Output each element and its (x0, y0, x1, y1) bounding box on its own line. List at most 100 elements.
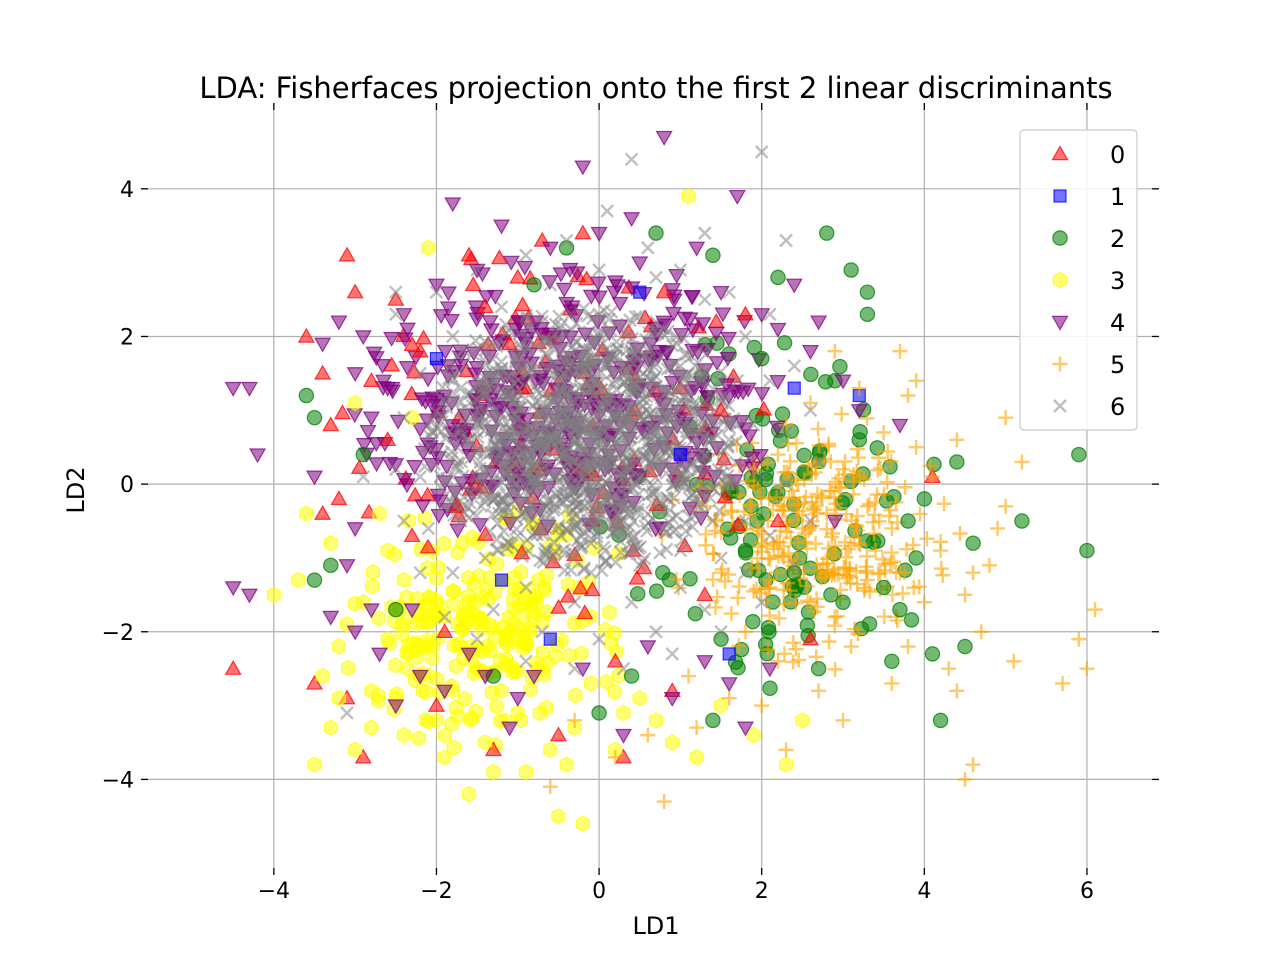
cloud-point-3 (446, 596, 461, 613)
point-series-5 (900, 388, 916, 404)
cloud-point-6 (501, 536, 515, 551)
cloud-point-6 (481, 365, 496, 380)
cloud-point-3 (365, 564, 381, 581)
cloud-point-2 (903, 612, 920, 628)
cloud-point-5 (851, 535, 867, 551)
cloud-point-4 (486, 289, 504, 305)
cloud-point-5 (762, 551, 778, 567)
point-series-4 (785, 278, 803, 294)
point-series-3 (380, 542, 395, 559)
point-series-6 (340, 706, 354, 720)
cloud-point-6 (516, 446, 530, 460)
cloud-point-6 (465, 346, 480, 361)
point-series-0 (460, 246, 478, 262)
chart-title: LDA: Fisherfaces projection onto the fir… (199, 71, 1112, 105)
point-series-0 (362, 372, 380, 387)
point-series-5 (933, 543, 949, 559)
cloud-point-6 (642, 342, 657, 356)
y-tick-label: −4 (102, 768, 134, 793)
cloud-point-6 (523, 320, 538, 335)
cloud-point-5 (859, 410, 875, 426)
cloud-point-6 (553, 380, 568, 395)
cloud-point-6 (531, 507, 545, 521)
cloud-point-6 (519, 312, 534, 326)
cloud-point-4 (590, 290, 608, 306)
point-series-6 (592, 263, 606, 277)
cloud-point-6 (620, 546, 634, 561)
cloud-point-6 (524, 426, 539, 441)
cloud-point-5 (785, 635, 801, 651)
cloud-point-6 (513, 341, 528, 355)
point-series-5 (998, 410, 1014, 426)
cloud-point-6 (646, 460, 661, 475)
cloud-point-5 (935, 567, 951, 583)
cloud-point-6 (455, 429, 469, 444)
point-series-6 (592, 499, 606, 514)
point-series-4 (387, 699, 405, 715)
point-series-5 (713, 565, 729, 581)
cloud-point-5 (840, 541, 856, 557)
point-series-3 (348, 394, 363, 412)
cloud-point-5 (809, 557, 825, 573)
point-series-5 (851, 380, 867, 396)
cloud-point-6 (548, 317, 563, 332)
point-series-6 (494, 492, 509, 506)
cloud-point-6 (598, 393, 612, 408)
cloud-point-4 (611, 296, 629, 312)
point-series-2 (648, 225, 664, 241)
point-series-6 (697, 337, 712, 351)
cloud-point-3 (539, 699, 554, 716)
point-series-6 (592, 440, 606, 455)
cloud-point-6 (503, 450, 517, 465)
point-series-6 (470, 632, 484, 646)
cloud-point-3 (418, 509, 433, 527)
cloud-point-5 (740, 473, 756, 489)
point-series-4 (240, 588, 258, 604)
cloud-point-5 (820, 540, 836, 556)
point-series-6 (762, 307, 777, 322)
cloud-point-5 (919, 531, 935, 547)
point-series-5 (990, 520, 1006, 536)
point-series-5 (859, 498, 875, 514)
legend-marker-1 (1053, 189, 1067, 203)
point-series-1 (673, 447, 687, 462)
point-series-5 (721, 690, 737, 706)
point-series-6 (616, 410, 631, 425)
cloud-point-6 (716, 443, 731, 457)
cloud-point-6 (531, 394, 546, 408)
cloud-point-0 (550, 598, 568, 614)
point-series-1 (787, 381, 801, 395)
cloud-point-6 (477, 442, 492, 457)
cloud-point-6 (707, 481, 721, 496)
point-series-6 (689, 462, 704, 477)
point-series-6 (510, 528, 525, 543)
point-series-2 (753, 350, 770, 367)
cloud-point-6 (483, 524, 497, 538)
point-series-2 (737, 542, 754, 559)
cloud-point-4 (684, 323, 702, 339)
cloud-point-5 (845, 474, 861, 490)
cloud-point-5 (744, 507, 760, 523)
cloud-point-3 (489, 556, 505, 573)
cloud-point-5 (822, 483, 838, 499)
point-series-1 (633, 285, 647, 299)
legend-label: 2 (1110, 225, 1125, 253)
point-series-3 (364, 719, 379, 736)
point-series-6 (388, 307, 403, 322)
cloud-point-6 (642, 325, 656, 340)
legend-label: 1 (1110, 183, 1125, 211)
point-series-2 (900, 513, 916, 529)
cloud-point-6 (691, 422, 706, 437)
cloud-point-0 (415, 329, 433, 345)
cloud-point-6 (515, 549, 530, 564)
point-series-4 (314, 337, 332, 353)
point-series-0 (314, 364, 332, 380)
point-series-5 (916, 594, 932, 610)
cloud-point-4 (359, 424, 377, 440)
point-series-6 (649, 425, 663, 440)
point-series-3 (396, 571, 411, 589)
cloud-point-2 (745, 613, 761, 630)
cloud-point-5 (884, 545, 900, 561)
point-series-0 (476, 298, 494, 314)
cloud-point-5 (789, 551, 805, 567)
